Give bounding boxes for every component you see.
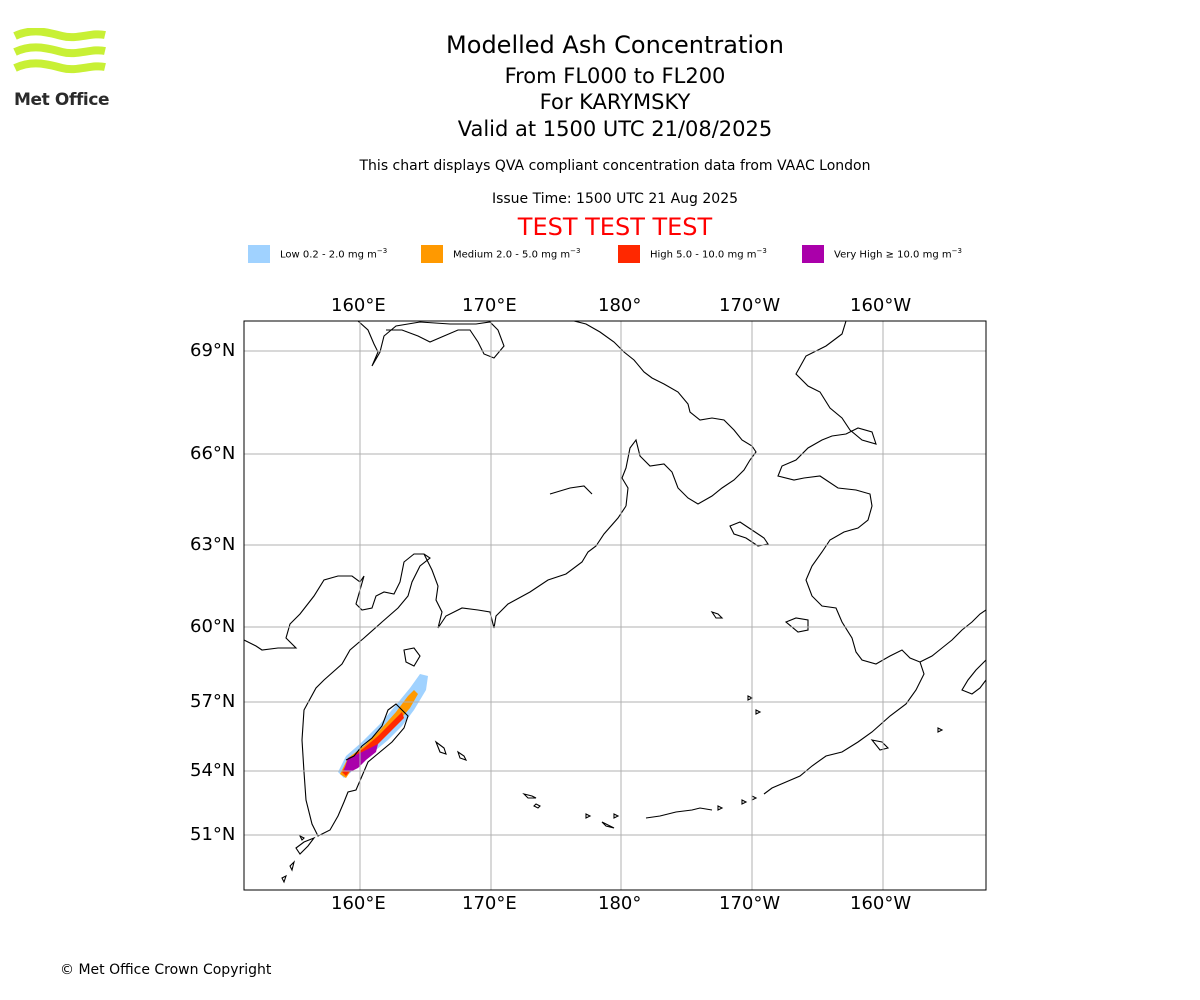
gridlines	[244, 321, 986, 890]
legend-swatch-low	[248, 244, 270, 263]
island-aleutian-5	[613, 813, 620, 819]
island-small-east	[937, 727, 944, 733]
island-kuril-2	[289, 860, 296, 872]
legend-item-very-high: Very High ≥ 10.0 mg m−3	[802, 244, 962, 263]
legend-item-low: Low 0.2 - 2.0 mg m−3	[248, 244, 387, 263]
met-office-wave-icon	[13, 27, 106, 74]
map-border	[243, 320, 987, 891]
island-aleutian-1	[522, 792, 537, 799]
island-kodiak	[870, 739, 890, 751]
lon-tick-top-160w: 160°W	[850, 295, 912, 316]
ash-region-very-high	[344, 744, 378, 772]
island-pribilof-1	[747, 695, 754, 701]
island-st-lawrence	[729, 521, 769, 547]
lon-tick-top-170w: 170°W	[719, 295, 781, 316]
lon-tick-bottom-160w: 160°W	[850, 893, 912, 914]
coastline-alaska-panhandle	[961, 659, 986, 695]
lat-tick-69n: 69°N	[190, 340, 236, 361]
island-small-1	[456, 750, 468, 761]
island-aleutian-7	[741, 799, 748, 805]
lon-tick-bottom-180: 180°	[598, 893, 642, 914]
lat-tick-66n: 66°N	[190, 443, 236, 464]
legend-item-medium: Medium 2.0 - 5.0 mg m−3	[421, 244, 580, 263]
lon-tick-top-160e: 160°E	[331, 295, 386, 316]
lat-tick-57n: 57°N	[190, 691, 236, 712]
island-aleutian-chain	[645, 807, 713, 819]
legend-label-very-high: Very High ≥ 10.0 mg m	[834, 249, 952, 261]
island-kuril-3	[281, 874, 287, 884]
coastlines	[244, 321, 986, 884]
legend-swatch-high	[618, 244, 640, 263]
island-aleutian-8	[751, 795, 758, 801]
island-aleutian-4	[601, 821, 615, 829]
lon-tick-bottom-160e: 160°E	[331, 893, 386, 914]
coastline-siberia-north	[357, 321, 505, 367]
chart-title: Modelled Ash Concentration	[446, 31, 784, 59]
coastline-alaska-south	[919, 609, 986, 663]
lat-tick-63n: 63°N	[190, 534, 236, 555]
legend-label-low: Low 0.2 - 2.0 mg m	[280, 249, 377, 261]
coastline-kamchatka	[244, 553, 431, 837]
legend-label-medium: Medium 2.0 - 5.0 mg m	[453, 249, 571, 261]
legend-swatch-medium	[421, 244, 443, 263]
island-aleutian-3	[585, 813, 592, 819]
island-karaginsky	[403, 647, 421, 667]
logo-text: Met Office	[14, 90, 110, 110]
volcano-name: For KARYMSKY	[539, 90, 691, 114]
legend-item-high: High 5.0 - 10.0 mg m−3	[618, 244, 767, 263]
lon-tick-bottom-170e: 170°E	[462, 893, 517, 914]
lat-tick-51n: 51°N	[190, 824, 236, 845]
lat-tick-54n: 54°N	[190, 760, 236, 781]
coastline-chukotka	[573, 321, 757, 507]
island-pribilof-2	[755, 709, 762, 715]
lon-tick-top-180: 180°	[598, 295, 642, 316]
lon-tick-bottom-170w: 170°W	[719, 893, 781, 914]
island-commander	[434, 740, 447, 755]
copyright-notice: © Met Office Crown Copyright	[60, 962, 272, 978]
island-kuril-1	[295, 836, 316, 855]
flight-level-range: From FL000 to FL200	[504, 64, 726, 88]
coastline-alaska	[763, 321, 925, 795]
legend-swatch-very-high	[802, 244, 824, 263]
valid-time: Valid at 1500 UTC 21/08/2025	[457, 117, 773, 141]
island-kuril-4	[298, 834, 305, 841]
island-st-matthew	[710, 610, 724, 619]
chukotka-spit	[549, 485, 593, 495]
lat-tick-60n: 60°N	[190, 616, 236, 637]
ash-cloud	[338, 674, 428, 778]
island-aleutian-2	[533, 803, 541, 809]
island-nunivak	[784, 617, 809, 633]
met-office-logo: Met Office	[12, 27, 112, 118]
test-banner: TEST TEST TEST	[517, 213, 713, 241]
coastline-okhotsk	[423, 505, 627, 629]
issue-time: Issue Time: 1500 UTC 21 Aug 2025	[491, 191, 739, 207]
map-frame-content	[244, 321, 986, 884]
lon-tick-top-170e: 170°E	[462, 295, 517, 316]
island-aleutian-6	[717, 805, 724, 811]
legend-label-high: High 5.0 - 10.0 mg m	[650, 249, 757, 261]
chart-description: This chart displays QVA compliant concen…	[359, 158, 871, 174]
